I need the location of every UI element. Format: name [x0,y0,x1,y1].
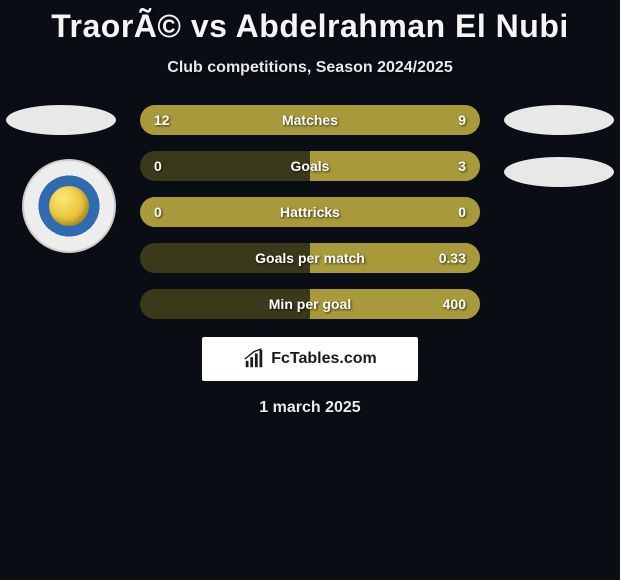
stat-row: Goals per match 0.33 [0,243,620,273]
player1-club-badge [22,159,116,253]
stat-label: Goals [291,158,330,174]
stat-p1-value: 0 [154,158,162,174]
player1-avatar-placeholder [6,105,116,135]
player2-avatar-placeholder [504,105,614,135]
stat-bar-goals-per-match: Goals per match 0.33 [140,243,480,273]
stat-p2-value: 400 [443,296,466,312]
stat-label: Goals per match [255,250,365,266]
chart-icon [243,348,265,370]
subtitle: Club competitions, Season 2024/2025 [0,59,620,77]
stat-bar-min-per-goal: Min per goal 400 [140,289,480,319]
stat-p2-value: 3 [458,158,466,174]
stat-p2-value: 0.33 [439,250,466,266]
stat-p1-value: 12 [154,112,170,128]
stat-bar-hattricks: 0 Hattricks 0 [140,197,480,227]
stat-label: Matches [282,112,338,128]
brand-badge[interactable]: FcTables.com [202,337,418,381]
stat-row: Min per goal 400 [0,289,620,319]
stat-bar-goals: 0 Goals 3 [140,151,480,181]
brand-text: FcTables.com [271,350,377,368]
stats-area: 12 Matches 9 0 Goals 3 0 Hattricks 0 Goa… [0,105,620,319]
stat-bar-matches: 12 Matches 9 [140,105,480,135]
page-title: TraorÃ© vs Abdelrahman El Nubi [0,0,620,45]
date-text: 1 march 2025 [0,399,620,417]
stat-p2-value: 0 [458,204,466,220]
stat-label: Min per goal [269,296,351,312]
stat-p1-value: 0 [154,204,162,220]
stat-label: Hattricks [280,204,340,220]
player2-club-placeholder [504,157,614,187]
stat-p2-value: 9 [458,112,466,128]
